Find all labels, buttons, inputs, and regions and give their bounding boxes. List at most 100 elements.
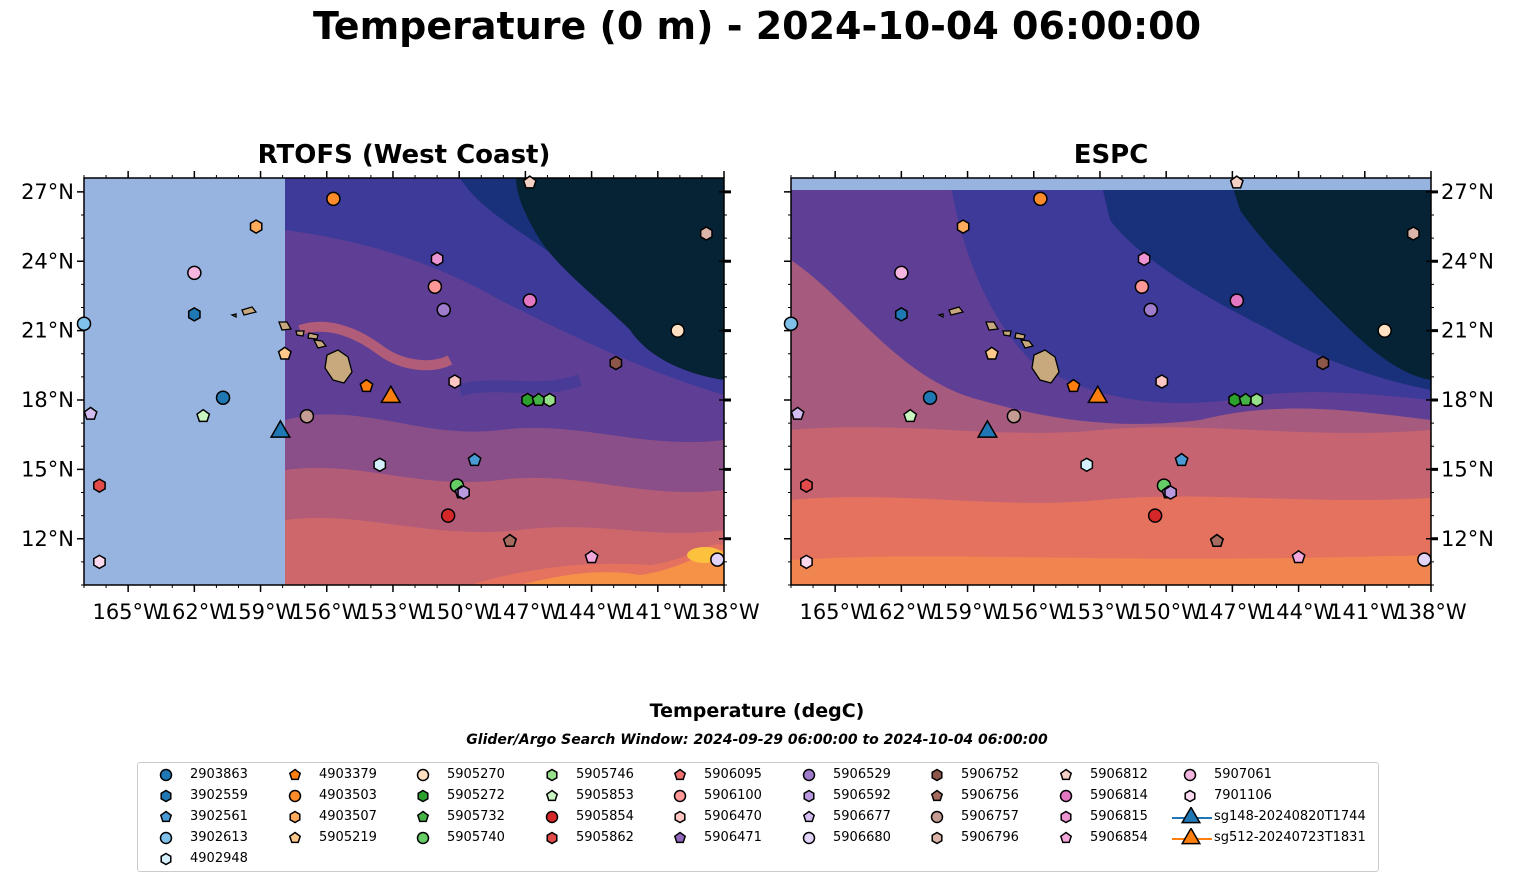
panel-title-rtofs: RTOFS (West Coast) [257, 140, 551, 170]
argo-marker-5906796[interactable] [1406, 226, 1420, 241]
argo-marker-5905219[interactable] [277, 346, 292, 360]
argo-marker-5906470[interactable] [448, 374, 462, 389]
map-frame-right [790, 177, 1432, 586]
argo-marker-2903863[interactable] [215, 390, 231, 405]
argo-marker-5905862[interactable] [93, 478, 106, 493]
argo-marker-5906677[interactable] [83, 406, 98, 420]
argo-marker-5906756[interactable] [1209, 533, 1224, 548]
argo-marker-3902613[interactable] [76, 316, 92, 331]
legend-marker-icon [416, 810, 430, 823]
argo-marker-5905270[interactable] [670, 323, 685, 338]
legend: 2903863 3902559 3902561 3902613 4902948 49033… [137, 762, 1379, 872]
legend-marker-icon [802, 768, 816, 782]
argo-marker-5906680[interactable] [710, 552, 725, 567]
argo-marker-3902559[interactable] [187, 307, 201, 322]
argo-marker-5905746[interactable] [543, 392, 557, 408]
argo-marker-3902613[interactable] [783, 316, 799, 331]
argo-marker-5906756[interactable] [502, 533, 517, 548]
argo-marker-5906812[interactable] [1229, 175, 1244, 189]
argo-marker-5906752[interactable] [609, 355, 623, 371]
legend-marker-icon [159, 810, 173, 823]
argo-marker-3902561[interactable] [467, 452, 482, 467]
argo-marker-5906812[interactable] [522, 175, 537, 189]
argo-marker-5905854[interactable] [1147, 508, 1163, 523]
legend-marker-icon [416, 768, 430, 782]
hawaiian-islands-left [230, 306, 353, 384]
lon-tick-label: 159°W [225, 600, 297, 624]
legend-marker-icon [1172, 807, 1212, 824]
lat-tick-label: 24°N [1441, 249, 1494, 273]
argo-marker-5906757[interactable] [299, 408, 315, 424]
legend-marker-icon [160, 789, 172, 803]
argo-marker-5906592[interactable] [457, 485, 470, 500]
argo-marker-5906814[interactable] [1229, 293, 1245, 308]
argo-marker-4903503[interactable] [326, 191, 341, 207]
argo-marker-5905853[interactable] [196, 408, 211, 423]
argo-marker-5905862[interactable] [800, 478, 813, 493]
lon-tick-label: 150°W [1130, 600, 1202, 624]
map-frame-left [83, 177, 725, 586]
lat-tick-label: 12°N [21, 527, 74, 551]
lon-tick-label: 144°W [1263, 600, 1335, 624]
argo-marker-4903379[interactable] [359, 378, 374, 393]
lat-tick-label: 21°N [21, 319, 74, 343]
argo-marker-5906814[interactable] [522, 293, 538, 308]
glider-marker-sg148-20240820T1744[interactable] [269, 419, 292, 438]
argo-marker-5906677[interactable] [790, 406, 805, 420]
argo-marker-5905853[interactable] [903, 408, 918, 423]
legend-marker-icon [803, 789, 815, 803]
argo-marker-2903863[interactable] [922, 390, 938, 405]
hawaiian-islands-right [937, 306, 1060, 384]
argo-marker-5906680[interactable] [1417, 552, 1432, 567]
lon-tick-label: 150°W [423, 600, 495, 624]
argo-marker-4902948[interactable] [373, 457, 387, 473]
legend-marker-icon [159, 768, 173, 782]
glider-marker-sg148-20240820T1744[interactable] [976, 419, 999, 438]
legend-label: 5906677 [833, 809, 891, 824]
legend-label: 4903503 [319, 788, 377, 803]
argo-marker-7901106[interactable] [800, 554, 813, 570]
legend-marker-icon [931, 768, 943, 782]
argo-marker-7901106[interactable] [93, 554, 106, 570]
argo-marker-5906796[interactable] [699, 226, 713, 241]
argo-marker-5906470[interactable] [1155, 374, 1169, 389]
glider-marker-sg512-20240723T1831[interactable] [1087, 384, 1109, 404]
argo-marker-3902559[interactable] [894, 307, 908, 322]
argo-marker-5905854[interactable] [440, 508, 456, 523]
argo-marker-5906854[interactable] [1291, 549, 1306, 564]
argo-marker-4902948[interactable] [1080, 457, 1094, 473]
argo-marker-5906100[interactable] [427, 279, 443, 294]
argo-marker-5906529[interactable] [1143, 302, 1158, 318]
legend-marker-icon [930, 810, 944, 824]
argo-marker-5906757[interactable] [1006, 408, 1022, 424]
argo-marker-5906100[interactable] [1134, 279, 1150, 294]
glider-marker-sg512-20240723T1831[interactable] [380, 384, 402, 404]
argo-marker-4903507[interactable] [249, 219, 263, 234]
legend-marker-icon [673, 831, 687, 844]
argo-marker-4903379[interactable] [1066, 378, 1081, 393]
argo-marker-5905270[interactable] [1377, 323, 1392, 338]
argo-marker-5907061[interactable] [894, 265, 909, 281]
argo-marker-5906529[interactable] [436, 302, 451, 318]
argo-marker-5906592[interactable] [1164, 485, 1177, 500]
lon-tick-label: 153°W [357, 600, 429, 624]
argo-marker-5905272[interactable] [521, 392, 534, 408]
argo-marker-4903503[interactable] [1033, 191, 1048, 207]
argo-marker-5906815[interactable] [430, 251, 444, 267]
argo-marker-5907061[interactable] [187, 265, 202, 281]
argo-marker-5906815[interactable] [1137, 251, 1151, 267]
argo-marker-4903507[interactable] [956, 219, 970, 234]
lat-tick-label: 15°N [1441, 457, 1494, 481]
legend-label: 5905740 [447, 830, 505, 845]
legend-label: sg148-20240820T1744 [1214, 809, 1366, 824]
argo-marker-3902561[interactable] [1174, 452, 1189, 467]
lon-tick-label: 147°W [1197, 600, 1269, 624]
argo-marker-5905746[interactable] [1250, 392, 1264, 408]
argo-marker-5905219[interactable] [984, 346, 999, 360]
argo-marker-5905272[interactable] [1228, 392, 1241, 408]
argo-marker-5906854[interactable] [584, 549, 599, 564]
lon-tick-label: 165°W [92, 600, 164, 624]
argo-marker-5906752[interactable] [1316, 355, 1330, 371]
lon-tick-label: 141°W [622, 600, 694, 624]
legend-label: 4903507 [319, 809, 377, 824]
